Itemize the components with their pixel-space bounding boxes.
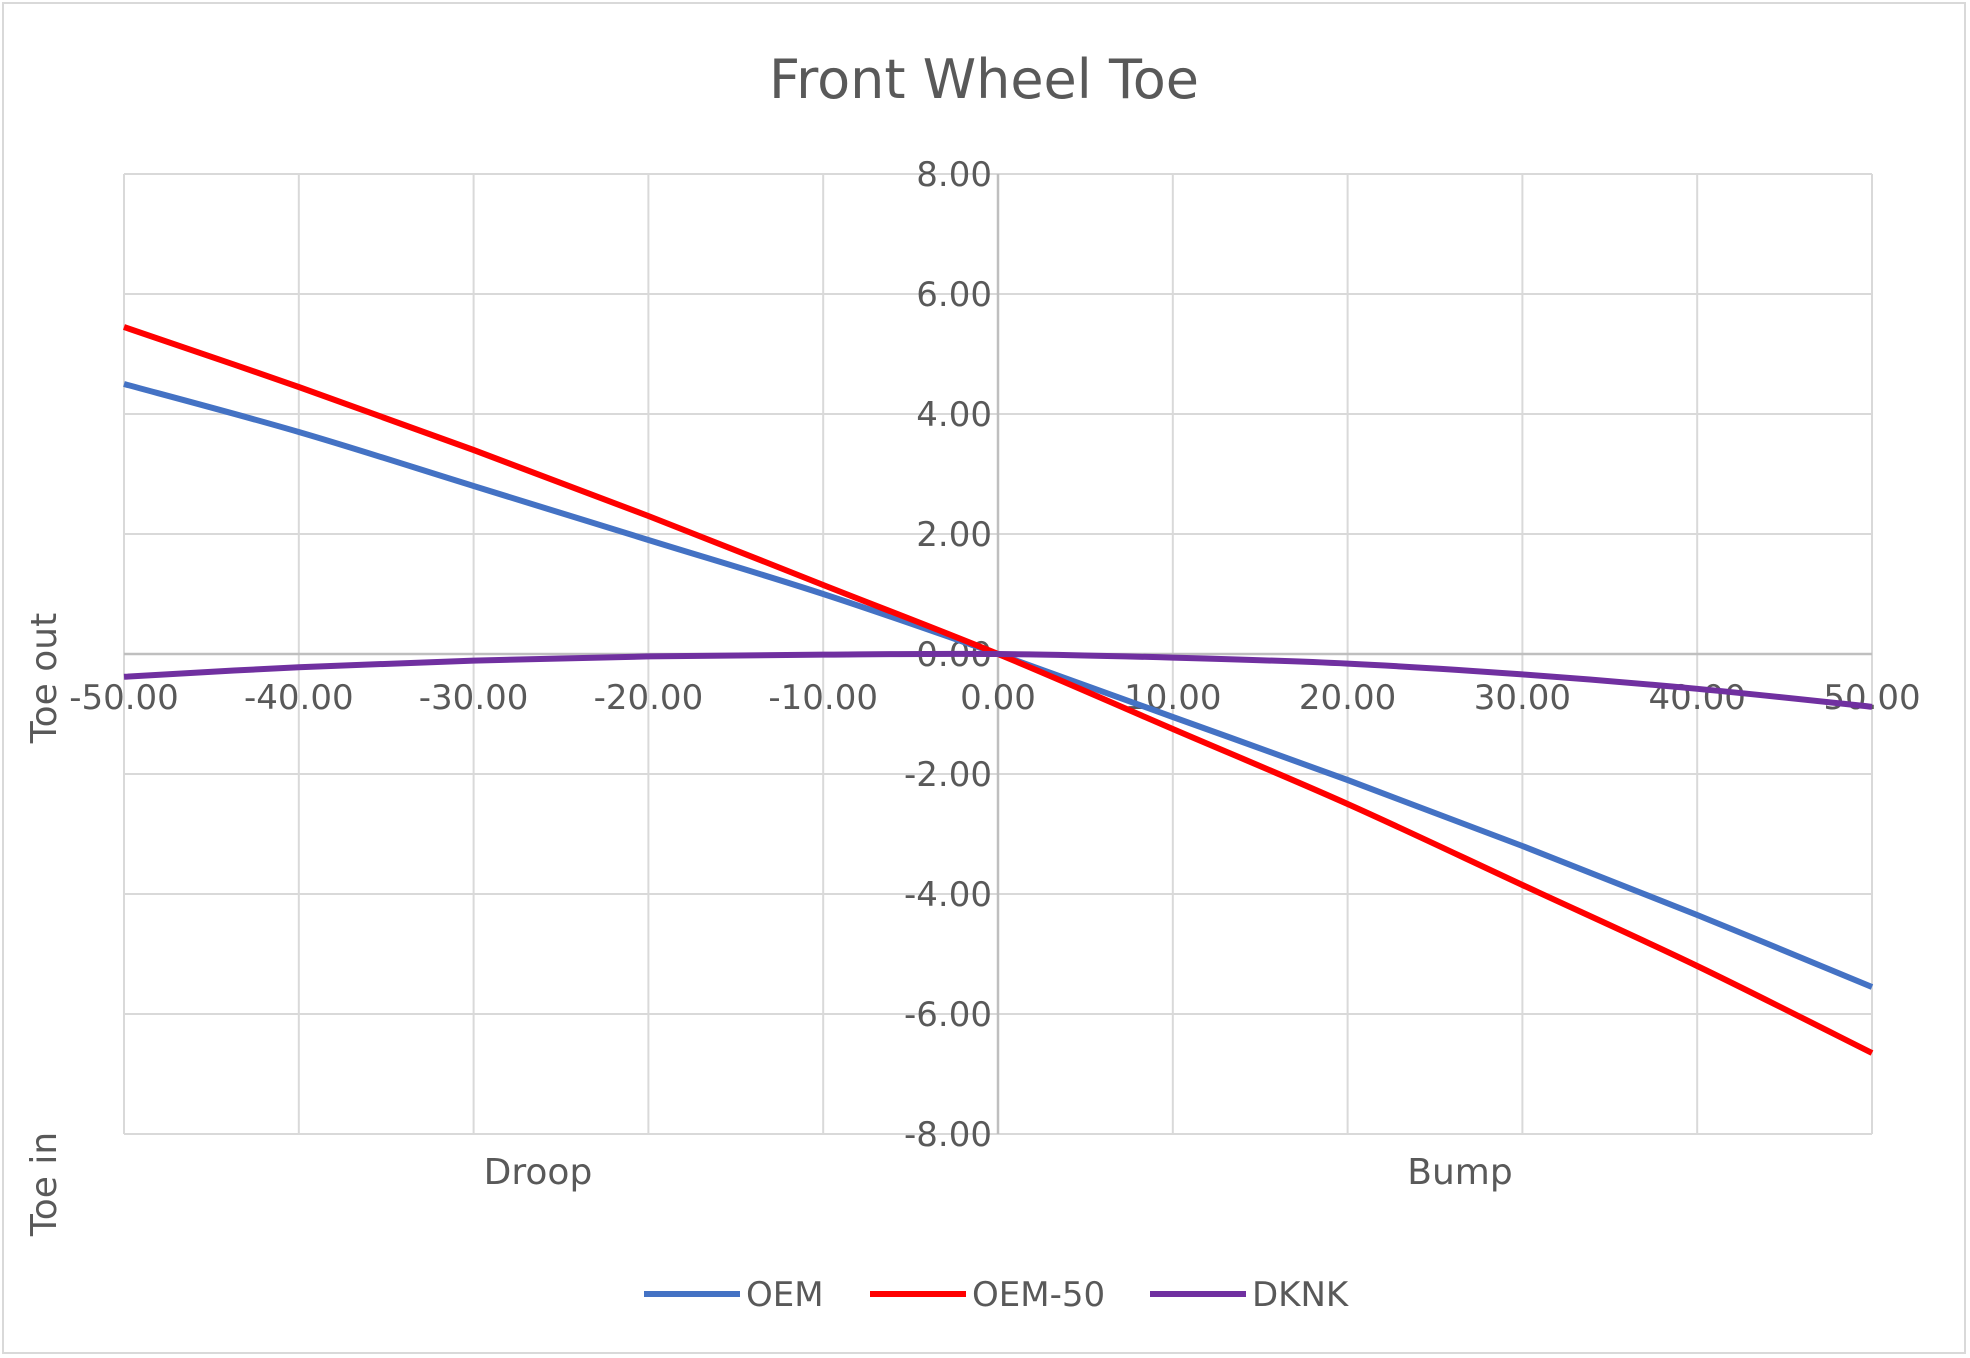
annotation-toe-out: Toe out (24, 613, 65, 744)
y-tick-label: -6.00 (904, 995, 992, 1035)
y-tick-label: 4.00 (916, 395, 992, 435)
x-tick-label: -10.00 (768, 678, 878, 718)
x-tick-label: 20.00 (1299, 678, 1396, 718)
series-line-dknk (123, 650, 1873, 710)
series-lines (123, 324, 1874, 1056)
y-tick-label: -4.00 (904, 875, 992, 915)
y-tick-labels: 8.006.004.002.000.00-2.00-4.00-6.00-8.00 (904, 155, 992, 1155)
y-tick-label: -8.00 (904, 1115, 992, 1155)
x-tick-label: 50.00 (1823, 678, 1920, 718)
annotation-droop: Droop (484, 1152, 593, 1193)
y-tick-label: 8.00 (916, 155, 992, 195)
legend-label-dknk: DKNK (1252, 1275, 1350, 1315)
x-tick-label: -30.00 (419, 678, 529, 718)
legend-label-oem: OEM (746, 1275, 824, 1315)
x-tick-labels: -50.00 -40.00 -30.00 -20.00 -10.00 0.00 10.00 2… (69, 678, 1920, 718)
x-tick-label: 0.00 (960, 678, 1036, 718)
chart-title: Front Wheel Toe (769, 48, 1199, 111)
x-tick-label: -50.00 (69, 678, 179, 718)
chart-canvas: Front Wheel Toe 8.00 6.00 4.00 2.00 0.00 -2.0… (24, 48, 1921, 1315)
x-tick-label: -40.00 (244, 678, 354, 718)
y-tick-label: 6.00 (916, 275, 992, 315)
y-tick-label: -2.00 (904, 755, 992, 795)
legend-label-oem-50: OEM-50 (972, 1275, 1105, 1315)
annotation-toe-in: Toe in (24, 1132, 65, 1237)
x-tick-label: -20.00 (594, 678, 704, 718)
y-tick-label: 2.00 (916, 515, 992, 555)
x-tick-label: 10.00 (1124, 678, 1221, 718)
x-tick-label: 30.00 (1474, 678, 1571, 718)
legend: OEM OEM-50 DKNK (644, 1275, 1350, 1315)
annotation-bump: Bump (1407, 1152, 1512, 1193)
